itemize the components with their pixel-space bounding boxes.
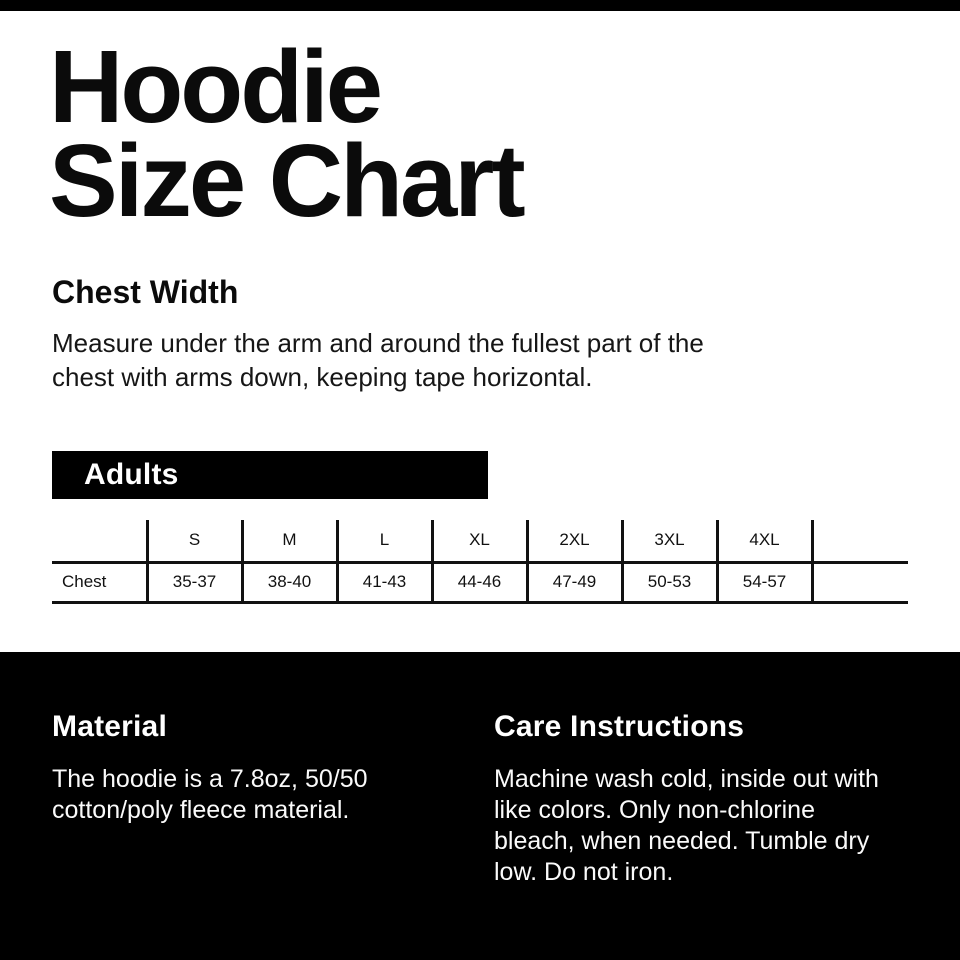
size-column-header: XL [430, 520, 527, 564]
size-column-header: L [335, 520, 432, 564]
material-body: The hoodie is a 7.8oz, 50/50 cotton/poly… [52, 765, 368, 824]
chest-size-value: 50-53 [620, 562, 717, 604]
size-column-header: M [240, 520, 337, 564]
page-title: Hoodie Size Chart [49, 29, 526, 238]
chest-size-value [810, 562, 908, 604]
care-instructions-heading: Care Instructions [494, 710, 745, 743]
size-column-header [52, 520, 147, 564]
adults-banner: Adults [52, 451, 488, 499]
chest-width-description: Measure under the arm and around the ful… [52, 328, 704, 392]
top-accent-bar [0, 0, 960, 11]
care-instructions-body: Machine wash cold, inside out with like … [494, 765, 879, 886]
row-label-chest: Chest [52, 562, 147, 604]
size-table-header-row: S M L XL 2XL 3XL 4XL [52, 520, 908, 564]
material-heading: Material [52, 710, 167, 743]
chest-size-value: 41-43 [335, 562, 432, 604]
chest-size-value: 38-40 [240, 562, 337, 604]
size-column-header: 3XL [620, 520, 717, 564]
footer-panel: Material The hoodie is a 7.8oz, 50/50 co… [0, 652, 960, 960]
size-column-header: 4XL [715, 520, 812, 564]
size-column-header: S [145, 520, 242, 564]
chest-size-value: 44-46 [430, 562, 527, 604]
chest-size-value: 35-37 [145, 562, 242, 604]
chest-size-value: 47-49 [525, 562, 622, 604]
chest-size-value: 54-57 [715, 562, 812, 604]
section-heading-chest-width: Chest Width [52, 274, 239, 310]
adults-banner-label: Adults [84, 458, 179, 491]
size-table-row-chest: Chest 35-37 38-40 41-43 44-46 47-49 50-5… [52, 562, 908, 604]
size-column-header: 2XL [525, 520, 622, 564]
size-table: S M L XL 2XL 3XL 4XL Chest 35-37 38-40 4… [52, 520, 908, 604]
size-column-header [810, 520, 908, 564]
